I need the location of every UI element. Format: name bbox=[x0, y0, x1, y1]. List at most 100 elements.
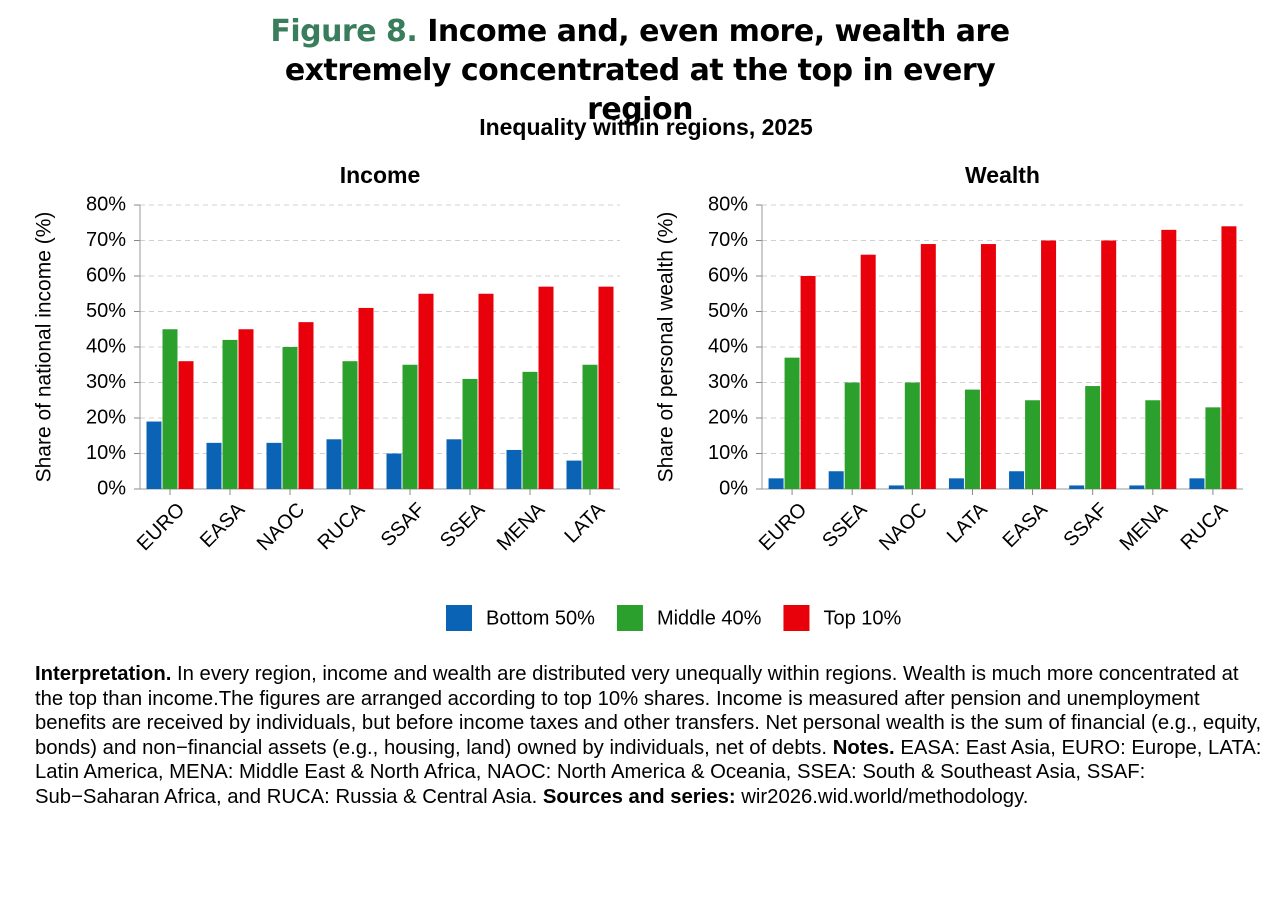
legend-swatch bbox=[783, 605, 810, 631]
bar bbox=[1129, 485, 1145, 489]
y-tick-label: 50% bbox=[708, 300, 748, 322]
y-tick-label: 60% bbox=[86, 264, 126, 286]
figure-label: Figure 8. bbox=[270, 14, 418, 49]
bar bbox=[1069, 485, 1085, 489]
bar bbox=[860, 254, 876, 489]
y-tick-label: 0% bbox=[719, 477, 748, 499]
bar bbox=[266, 442, 282, 489]
bar bbox=[1009, 471, 1025, 489]
y-tick-label: 30% bbox=[708, 371, 748, 393]
y-tick-label: 0% bbox=[97, 477, 126, 499]
x-tick-label: NAOC bbox=[253, 499, 309, 555]
bar bbox=[948, 478, 964, 489]
bar bbox=[538, 286, 554, 489]
bar bbox=[206, 442, 222, 489]
bar bbox=[282, 347, 298, 489]
bar bbox=[964, 389, 980, 489]
bar bbox=[888, 485, 904, 489]
x-tick-label: SSEA bbox=[818, 498, 872, 552]
note-text: In every region, income and wealth are d… bbox=[35, 663, 1262, 759]
bar bbox=[980, 244, 996, 489]
panel-title: Income bbox=[340, 162, 421, 188]
note: Interpretation. In every region, income … bbox=[35, 662, 1263, 809]
bar bbox=[462, 378, 478, 489]
bar bbox=[146, 421, 162, 489]
bar bbox=[1205, 407, 1221, 489]
bar bbox=[506, 449, 522, 489]
note-heading: Interpretation. bbox=[35, 663, 172, 685]
x-tick-label: RUCA bbox=[314, 498, 370, 554]
legend-swatch bbox=[446, 605, 472, 631]
charts: Inequality within regions, 2025 Income Sh… bbox=[33, 114, 1243, 631]
bar bbox=[162, 329, 178, 489]
bar bbox=[358, 307, 374, 489]
x-tick-label: SSAF bbox=[1059, 499, 1112, 552]
panel-title: Wealth bbox=[965, 162, 1040, 188]
bar bbox=[418, 293, 434, 489]
y-tick-label: 80% bbox=[86, 193, 126, 215]
y-tick-label: 40% bbox=[86, 335, 126, 357]
legend-label: Middle 40% bbox=[657, 607, 762, 629]
x-tick-label: LATA bbox=[943, 498, 992, 547]
bar bbox=[800, 276, 816, 489]
bar bbox=[598, 286, 614, 489]
bar bbox=[326, 439, 342, 489]
bar bbox=[784, 357, 800, 489]
bar bbox=[582, 364, 598, 489]
subtitle: Inequality within regions, 2025 bbox=[479, 114, 813, 140]
y-tick-label: 10% bbox=[86, 442, 126, 464]
note-text: wir2026.wid.world/methodology. bbox=[741, 785, 1029, 808]
bar bbox=[1161, 229, 1177, 489]
bar bbox=[1189, 478, 1205, 489]
bar bbox=[1041, 240, 1057, 489]
x-tick-label: NAOC bbox=[875, 499, 931, 555]
bar bbox=[386, 453, 402, 489]
bar bbox=[844, 382, 860, 489]
bar bbox=[402, 364, 418, 489]
y-tick-label: 20% bbox=[86, 406, 126, 428]
x-tick-label: SSAF bbox=[377, 499, 430, 552]
bar bbox=[1145, 400, 1161, 489]
x-tick-label: SSEA bbox=[436, 498, 490, 552]
x-tick-label: EASA bbox=[999, 498, 1053, 552]
bar bbox=[1101, 240, 1117, 489]
note-text: EASA: East Asia, EURO: Europe, LATA: Lat… bbox=[35, 736, 1262, 808]
bar bbox=[768, 478, 784, 489]
y-tick-label: 50% bbox=[86, 300, 126, 322]
x-tick-label: MENA bbox=[493, 498, 550, 555]
bar bbox=[920, 244, 936, 489]
bar bbox=[342, 361, 358, 489]
legend-label: Top 10% bbox=[823, 607, 901, 629]
y-axis-label: Share of personal wealth (%) bbox=[655, 212, 678, 483]
bar bbox=[222, 339, 238, 489]
y-tick-label: 60% bbox=[708, 264, 748, 286]
y-tick-label: 10% bbox=[708, 442, 748, 464]
note-heading: Sources and series: bbox=[542, 785, 736, 808]
y-tick-label: 30% bbox=[86, 371, 126, 393]
bar bbox=[178, 361, 194, 489]
title-text: Income and, even more, wealth are extrem… bbox=[284, 14, 1010, 127]
bar bbox=[1085, 386, 1101, 489]
x-tick-label: EURO bbox=[755, 499, 811, 555]
bar bbox=[522, 371, 538, 489]
bar bbox=[298, 322, 314, 489]
note-heading: Notes. bbox=[832, 736, 895, 759]
x-tick-label: LATA bbox=[560, 498, 609, 547]
bar bbox=[904, 382, 920, 489]
bar bbox=[828, 471, 844, 489]
y-tick-label: 20% bbox=[708, 406, 748, 428]
x-tick-label: MENA bbox=[1116, 498, 1173, 555]
y-tick-label: 40% bbox=[708, 335, 748, 357]
y-axis-label: Share of national income (%) bbox=[33, 212, 56, 483]
y-tick-label: 70% bbox=[708, 229, 748, 251]
bar bbox=[566, 460, 582, 489]
legend-swatch bbox=[616, 605, 643, 631]
x-tick-label: EURO bbox=[133, 499, 189, 555]
y-tick-label: 70% bbox=[86, 229, 126, 251]
y-tick-label: 80% bbox=[708, 193, 748, 215]
figure-title: Figure 8. Income and, even more, wealth … bbox=[240, 12, 1040, 129]
bar bbox=[1025, 400, 1041, 489]
x-tick-label: EASA bbox=[196, 498, 250, 552]
bar bbox=[446, 439, 462, 489]
